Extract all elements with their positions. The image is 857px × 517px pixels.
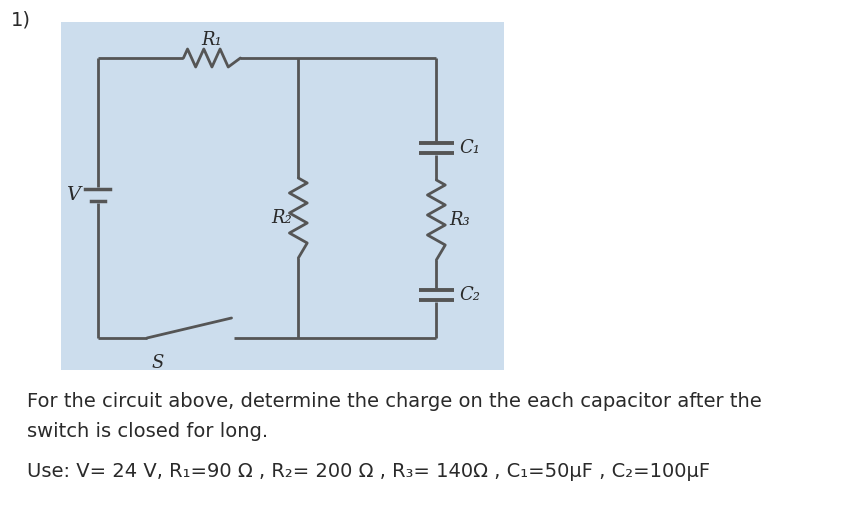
Text: For the circuit above, determine the charge on the each capacitor after the: For the circuit above, determine the cha… <box>27 392 762 411</box>
Text: R₃: R₃ <box>449 211 470 229</box>
Text: C₂: C₂ <box>459 286 481 304</box>
Bar <box>61 22 504 370</box>
Text: Use: V= 24 V, R₁=90 Ω , R₂= 200 Ω , R₃= 140Ω , C₁=50μF , C₂=100μF: Use: V= 24 V, R₁=90 Ω , R₂= 200 Ω , R₃= … <box>27 462 710 481</box>
Text: C₁: C₁ <box>459 139 481 157</box>
Text: R₂: R₂ <box>272 209 292 227</box>
Text: switch is closed for long.: switch is closed for long. <box>27 422 268 441</box>
Text: 1): 1) <box>10 10 31 29</box>
Text: S: S <box>152 354 164 372</box>
Text: R₁: R₁ <box>201 31 222 49</box>
Text: V: V <box>66 186 81 204</box>
